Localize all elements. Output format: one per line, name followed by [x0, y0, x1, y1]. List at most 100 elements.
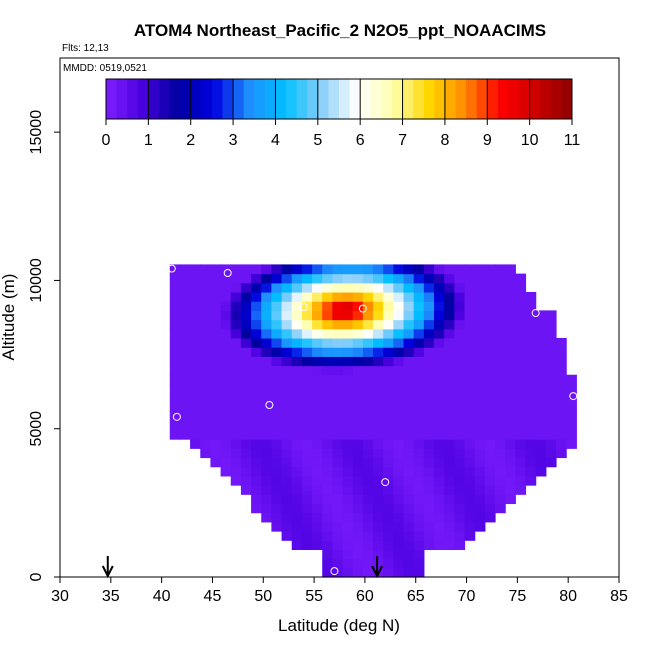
- flight-arrows: [101, 556, 383, 579]
- heatmap-cell: [464, 301, 476, 311]
- heatmap-cell: [535, 393, 547, 403]
- heatmap-cell: [434, 383, 445, 394]
- sample-point: [381, 478, 390, 487]
- heatmap-cell: [332, 273, 344, 284]
- heatmap-cell: [220, 328, 232, 339]
- heatmap-cell: [484, 494, 496, 505]
- heatmap-cell: [251, 319, 262, 330]
- colorbar-tick-label: 9: [483, 132, 492, 149]
- heatmap-cell: [240, 374, 252, 385]
- colorbar-segment: [444, 79, 456, 119]
- heatmap-cell: [474, 420, 486, 431]
- heatmap-cell: [179, 301, 191, 311]
- flight-arrow-head: [101, 565, 114, 579]
- heatmap-cell: [281, 365, 293, 376]
- heatmap-cell: [434, 328, 445, 339]
- heatmap-cell: [190, 282, 201, 293]
- heatmap-cell: [352, 273, 364, 284]
- heatmap-cell: [484, 411, 496, 422]
- x-tick-label: 70: [458, 588, 476, 605]
- heatmap-cell: [240, 347, 252, 357]
- heatmap-cell: [484, 503, 496, 514]
- heatmap-cell: [413, 383, 425, 394]
- heatmap-cell: [545, 457, 557, 468]
- heatmap-cell: [301, 310, 313, 321]
- heatmap-cell: [393, 485, 405, 495]
- heatmap-cell: [240, 301, 252, 311]
- heatmap-cell: [434, 540, 445, 551]
- colorbar-segment: [137, 79, 149, 119]
- heatmap-cell: [403, 429, 415, 440]
- heatmap-cell: [464, 439, 476, 449]
- heatmap-cell: [495, 485, 506, 495]
- heatmap-cell: [281, 429, 293, 440]
- heatmap-cell: [240, 383, 252, 394]
- heatmap-cell: [352, 448, 364, 459]
- sample-point: [265, 400, 274, 409]
- heatmap-cell: [261, 475, 272, 486]
- heatmap-cell: [393, 420, 405, 431]
- heatmap-cell: [281, 512, 293, 523]
- heatmap-cell: [464, 503, 476, 514]
- heatmap-cell: [281, 457, 293, 468]
- heatmap-cell: [403, 319, 415, 330]
- colorbar-segment: [360, 79, 372, 119]
- heatmap-cell: [423, 356, 435, 367]
- heatmap-cell: [464, 420, 476, 431]
- heatmap-cell: [423, 393, 435, 403]
- heatmap-cell: [454, 420, 466, 431]
- heatmap-cell: [373, 420, 384, 431]
- heatmap-cell: [515, 319, 527, 330]
- heatmap-cell: [373, 521, 384, 532]
- heatmap-cell: [555, 365, 567, 376]
- heatmap-cell: [301, 383, 313, 394]
- heatmap-cell: [454, 439, 466, 449]
- heatmap-cell: [474, 402, 486, 413]
- sample-point: [223, 269, 232, 278]
- heatmap-cell: [423, 273, 435, 284]
- heatmap-cell: [251, 429, 262, 440]
- heatmap-cell: [495, 457, 506, 468]
- heatmap-cell: [301, 365, 313, 376]
- heatmap-cell: [261, 393, 272, 403]
- sample-point: [299, 303, 308, 312]
- heatmap-cell: [230, 328, 242, 339]
- heatmap-cell: [464, 374, 476, 385]
- heatmap-cell: [444, 512, 455, 523]
- heatmap-cell: [434, 411, 445, 422]
- heatmap-cell: [332, 485, 344, 495]
- heatmap-cell: [525, 347, 537, 357]
- heatmap-cell: [251, 310, 262, 321]
- colorbar-tick-label: 3: [229, 132, 238, 149]
- heatmap-cell: [434, 347, 445, 357]
- heatmap-cell: [220, 448, 232, 459]
- heatmap-cell: [342, 457, 354, 468]
- heatmap-cell: [495, 337, 506, 348]
- heatmap-cell: [261, 310, 272, 321]
- heatmap-cell: [393, 475, 405, 486]
- heatmap-cell: [545, 365, 557, 376]
- heatmap-cell: [312, 448, 323, 459]
- heatmap-cell: [332, 264, 344, 275]
- colorbar-segment: [127, 79, 139, 119]
- x-tick-label: 75: [508, 588, 526, 605]
- heatmap-cell: [383, 411, 394, 422]
- heatmap-cell: [423, 503, 435, 514]
- heatmap-cell: [525, 393, 537, 403]
- heatmap-cell: [240, 264, 252, 275]
- heatmap-cell: [210, 411, 222, 422]
- heatmap-cell: [444, 420, 455, 431]
- heatmap-cell: [261, 264, 272, 275]
- heatmap-cell: [352, 485, 364, 495]
- heatmap-cell: [555, 374, 567, 385]
- heatmap-cell: [220, 356, 232, 367]
- heatmap-cell: [362, 282, 374, 293]
- heatmap-cell: [525, 365, 537, 376]
- heatmap-cell: [322, 448, 333, 459]
- heatmap-cell: [464, 466, 476, 477]
- colorbar-segment: [391, 79, 404, 119]
- heatmap-cell: [261, 494, 272, 505]
- heatmap-cell: [190, 356, 201, 367]
- heatmap-cell: [525, 466, 537, 477]
- heatmap-cell: [271, 503, 283, 514]
